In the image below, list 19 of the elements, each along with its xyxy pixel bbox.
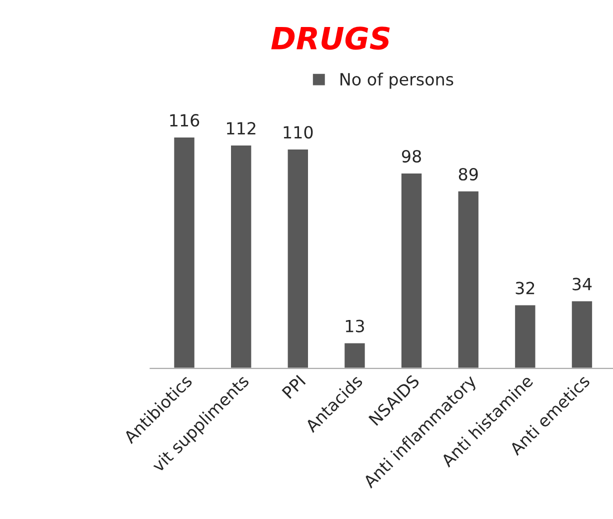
bar bbox=[172, 136, 196, 368]
data-label: 116 bbox=[170, 114, 200, 127]
bar bbox=[343, 342, 366, 368]
legend-label: No of persons bbox=[340, 72, 454, 89]
bar bbox=[230, 144, 253, 368]
data-label: 112 bbox=[227, 122, 256, 134]
bar bbox=[570, 300, 594, 368]
chart-title: DRUGS bbox=[271, 26, 390, 50]
data-label: 89 bbox=[458, 168, 478, 181]
bar bbox=[514, 304, 537, 368]
data-label: 110 bbox=[284, 126, 313, 139]
bar bbox=[456, 190, 480, 368]
data-label: 98 bbox=[402, 150, 421, 163]
bar bbox=[400, 172, 424, 368]
data-label: 32 bbox=[516, 282, 534, 294]
x-tick-label: PPI bbox=[282, 374, 306, 399]
bar bbox=[286, 148, 310, 368]
data-label: 34 bbox=[572, 278, 592, 290]
data-label: 13 bbox=[346, 320, 364, 332]
